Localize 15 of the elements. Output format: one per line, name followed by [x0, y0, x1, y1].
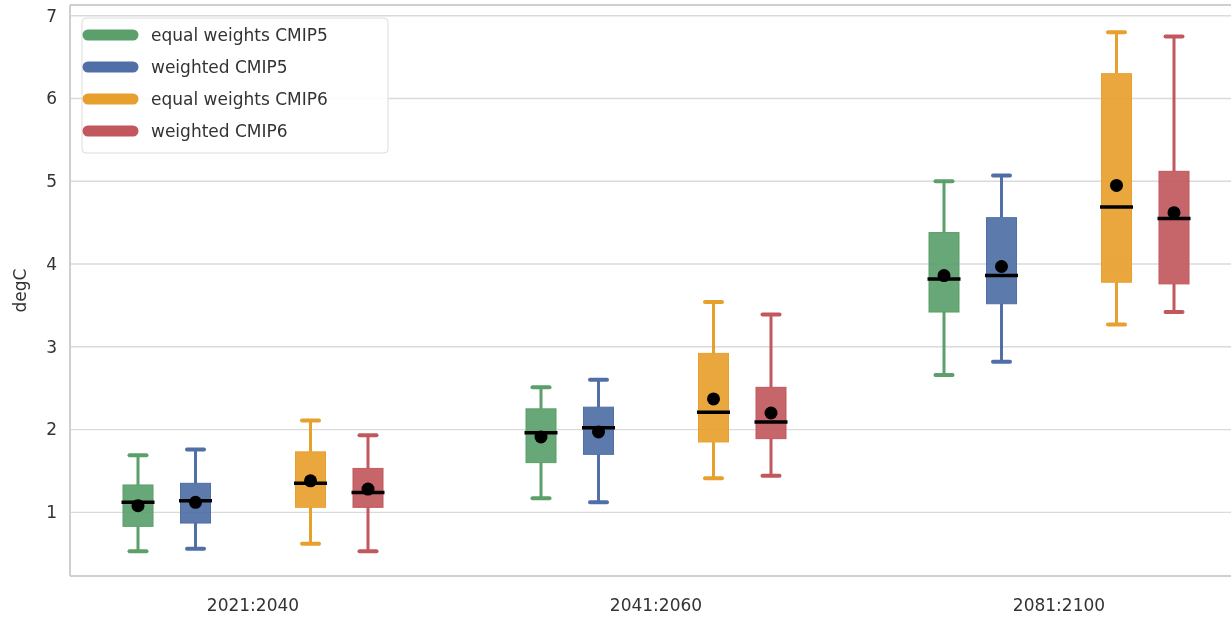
y-axis-title: degC: [9, 268, 30, 313]
x-tick-label: 2021:2040: [206, 594, 300, 615]
x-tick-label: 2081:2100: [1012, 594, 1106, 615]
legend-label: equal weights CMIP5: [151, 24, 328, 45]
legend-label: equal weights CMIP6: [151, 88, 328, 109]
y-tick-label: 4: [46, 253, 57, 274]
y-tick-label: 3: [46, 336, 57, 357]
y-tick-label: 1: [46, 502, 57, 523]
y-tick-label: 2: [46, 419, 57, 440]
legend-label: weighted CMIP5: [151, 56, 288, 77]
y-tick-label: 5: [46, 171, 57, 192]
y-tick-label: 6: [46, 88, 57, 109]
y-tick-label: 7: [46, 5, 57, 26]
legend-label: weighted CMIP6: [151, 120, 288, 141]
x-tick-label: 2041:2060: [609, 594, 703, 615]
